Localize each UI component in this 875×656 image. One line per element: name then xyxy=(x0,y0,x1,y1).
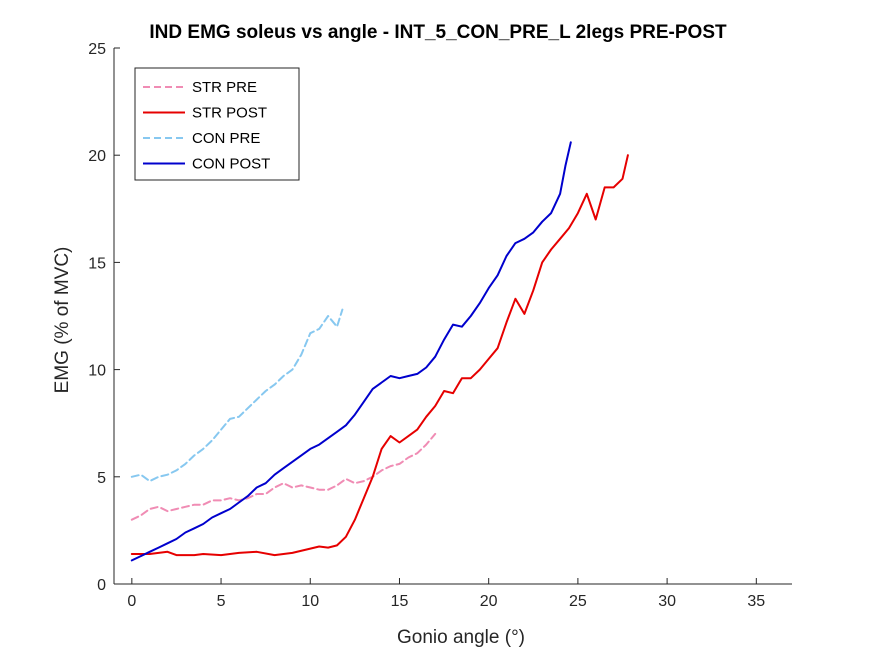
x-tick-label: 15 xyxy=(391,593,409,610)
series-line-str-pre xyxy=(130,432,437,521)
y-tick-label: 20 xyxy=(88,148,106,165)
series-line-con-pre xyxy=(130,308,344,483)
legend-label: CON PRE xyxy=(192,130,260,147)
y-axis-label: EMG (% of MVC) xyxy=(52,247,73,394)
y-tick-label: 10 xyxy=(88,363,106,380)
y-tick-label: 5 xyxy=(97,470,106,487)
y-tick-label: 25 xyxy=(88,41,106,58)
x-tick-label: 0 xyxy=(127,593,136,610)
y-tick-label: 15 xyxy=(88,255,106,272)
x-tick-label: 5 xyxy=(217,593,226,610)
y-tick-label: 0 xyxy=(97,577,106,594)
x-tick-label: 35 xyxy=(747,593,765,610)
legend-label: CON POST xyxy=(192,156,270,173)
chart-title: IND EMG soleus vs angle - INT_5_CON_PRE_… xyxy=(149,22,727,43)
series-line-str-post xyxy=(130,154,629,557)
x-tick-label: 30 xyxy=(658,593,676,610)
series-line-con-post xyxy=(130,141,572,562)
legend-label: STR PRE xyxy=(192,79,257,96)
legend-box xyxy=(134,67,300,181)
x-axis-label: Gonio angle (°) xyxy=(397,627,525,648)
x-tick-label: 10 xyxy=(301,593,319,610)
legend-label: STR POST xyxy=(192,105,267,122)
legend: STR PRE STR POST CON PRE CON POST xyxy=(134,67,300,181)
x-tick-label: 20 xyxy=(480,593,498,610)
x-tick-label: 25 xyxy=(569,593,587,610)
